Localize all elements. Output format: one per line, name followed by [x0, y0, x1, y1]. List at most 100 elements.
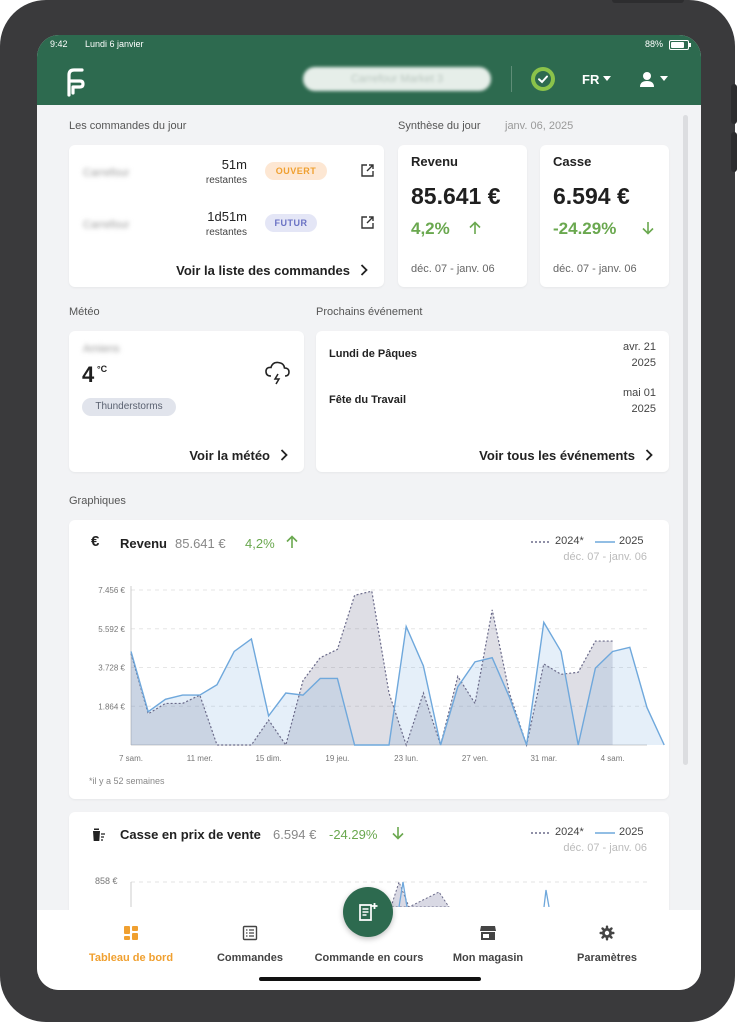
tab-dashboard[interactable]: Tableau de bord	[71, 910, 191, 990]
arrow-up-icon	[286, 535, 298, 548]
series-2025-line	[130, 620, 665, 746]
event-name: Lundi de Pâques	[329, 348, 418, 360]
y-tick-label: 7.456 €	[98, 586, 125, 595]
legend-curr: 2025	[619, 826, 644, 838]
weather-temp: 4	[82, 362, 95, 387]
appbar-divider	[511, 66, 512, 92]
summary-date: janv. 06, 2025	[505, 120, 574, 132]
dashboard-content[interactable]: Les commandes du jour Carrefour 51m rest…	[37, 105, 701, 910]
waste-summary-range: déc. 07 - janv. 06	[553, 263, 637, 275]
language-selector[interactable]: FR	[582, 72, 600, 87]
chevron-right-icon[interactable]	[645, 449, 653, 461]
tab-orders[interactable]: Commandes	[190, 910, 310, 990]
chevron-down-icon[interactable]	[660, 76, 668, 81]
events-link[interactable]: Voir tous les événements	[479, 448, 635, 463]
series-2024-area	[131, 591, 613, 745]
tab-label: Mon magasin	[452, 952, 524, 964]
app-bar: Carrefour Market 3 FR	[37, 53, 701, 105]
external-link-icon[interactable]	[361, 216, 374, 229]
sync-status-icon[interactable]	[531, 67, 555, 91]
orders-icon	[242, 925, 258, 941]
user-icon[interactable]	[638, 70, 656, 88]
summary-section-label: Synthèse du jour	[398, 120, 481, 132]
tab-label: Paramètres	[577, 952, 637, 964]
x-tick-label: 23 lun.	[394, 754, 418, 763]
event-date-day: avr. 21	[622, 341, 656, 353]
weather-card[interactable]: Amiens 4 °C Thunderstorms Voir la météo	[69, 331, 304, 472]
x-tick-label: 11 mer.	[187, 754, 213, 763]
waste-series-2025	[398, 881, 550, 907]
x-tick-label: 15 dim.	[255, 754, 281, 763]
revenue-chart-card: € Revenu 85.641 € 4,2% 2024* 2025 déc. 0…	[69, 520, 669, 799]
waste-chart-title: Casse en prix de vente	[120, 827, 261, 842]
battery-percent: 88%	[644, 39, 663, 49]
scrollbar[interactable]	[683, 115, 688, 765]
legend-dotted-line	[531, 832, 551, 834]
charts-section-label: Graphiques	[69, 495, 126, 507]
brand-logo-icon[interactable]	[65, 67, 85, 97]
waste-chart-value: 6.594 €	[273, 827, 317, 842]
order-time: 51m	[221, 157, 247, 172]
revenue-chart-footnote: *il y a 52 semaines	[89, 776, 165, 786]
waste-summary-card[interactable]: Casse 6.594 € -24.29% déc. 07 - janv. 06	[540, 145, 669, 287]
external-link-icon[interactable]	[361, 164, 374, 177]
revenue-summary-card[interactable]: Revenu 85.641 € 4,2% déc. 07 - janv. 06	[398, 145, 527, 287]
revenue-chart-range: déc. 07 - janv. 06	[563, 551, 647, 563]
device-top-button	[612, 0, 684, 3]
arrow-down-icon	[642, 222, 654, 235]
chevron-down-icon[interactable]	[603, 76, 611, 81]
orders-list-link[interactable]: Voir la liste des commandes	[176, 263, 350, 278]
waste-summary-value: 6.594 €	[553, 183, 630, 209]
revenue-summary-value: 85.641 €	[411, 183, 501, 209]
device-volume-up	[731, 84, 737, 124]
order-row[interactable]: Carrefour 1d51m restantes FUTUR	[69, 197, 384, 247]
screen: 9:42 Lundi 6 janvier 88% Carrefour Marke…	[37, 35, 701, 990]
orders-section-label: Les commandes du jour	[69, 120, 187, 132]
order-supplier: Carrefour	[83, 167, 130, 179]
tab-settings[interactable]: Paramètres	[547, 910, 667, 990]
new-order-fab[interactable]	[343, 887, 393, 937]
revenue-summary-range: déc. 07 - janv. 06	[411, 263, 495, 275]
waste-chart-range: déc. 07 - janv. 06	[563, 842, 647, 854]
revenue-chart-plot[interactable]: 7.456 € 5.592 € 3.728 € 1.864 € 7 sam. 11 mer…	[69, 570, 669, 770]
event-date-day: mai 01	[622, 387, 656, 399]
weather-condition-badge: Thunderstorms	[82, 398, 176, 416]
orders-card: Carrefour 51m restantes OUVERT Carrefour…	[69, 145, 384, 287]
order-time: 1d51m	[207, 209, 247, 224]
x-tick-label: 31 mar.	[530, 754, 557, 763]
chevron-right-icon[interactable]	[280, 449, 288, 461]
weather-section-label: Météo	[69, 306, 100, 318]
status-badge-open: OUVERT	[265, 162, 327, 180]
y-tick-label: 1.864 €	[98, 702, 125, 711]
event-name: Fête du Travail	[329, 394, 407, 406]
gear-icon	[599, 925, 615, 941]
current-order-icon	[359, 903, 378, 921]
chevron-right-icon[interactable]	[360, 264, 368, 276]
store-selector[interactable]: Carrefour Market 3	[303, 67, 491, 91]
legend-dotted-line	[531, 541, 551, 543]
waste-summary-label: Casse	[553, 154, 592, 169]
legend-curr: 2025	[619, 535, 644, 547]
battery-icon	[669, 40, 691, 50]
order-supplier: Carrefour	[83, 219, 130, 231]
events-card: Lundi de Pâques avr. 21 2025 Fête du Tra…	[316, 331, 669, 472]
x-tick-label: 27 ven.	[462, 754, 488, 763]
tab-label: Commande en cours	[314, 952, 424, 964]
tab-my-store[interactable]: Mon magasin	[428, 910, 548, 990]
revenue-summary-label: Revenu	[411, 154, 458, 169]
weather-link[interactable]: Voir la météo	[189, 448, 270, 463]
arrow-up-icon	[469, 221, 481, 234]
status-badge-future: FUTUR	[265, 214, 317, 232]
tab-current-order[interactable]: Commande en cours	[309, 910, 429, 990]
waste-summary-change: -24.29%	[553, 219, 617, 238]
waste-bin-icon	[92, 828, 105, 841]
y-tick-label: 5.592 €	[98, 625, 125, 634]
tab-label: Tableau de bord	[88, 952, 174, 964]
y-tick-label: 3.728 €	[98, 664, 125, 673]
legend-solid-line	[595, 541, 615, 543]
waste-chart-plot[interactable]	[69, 867, 669, 907]
order-time-sub: restantes	[205, 175, 247, 186]
order-row[interactable]: Carrefour 51m restantes OUVERT	[69, 145, 384, 195]
waste-chart-ytick: 858 €	[95, 876, 118, 886]
